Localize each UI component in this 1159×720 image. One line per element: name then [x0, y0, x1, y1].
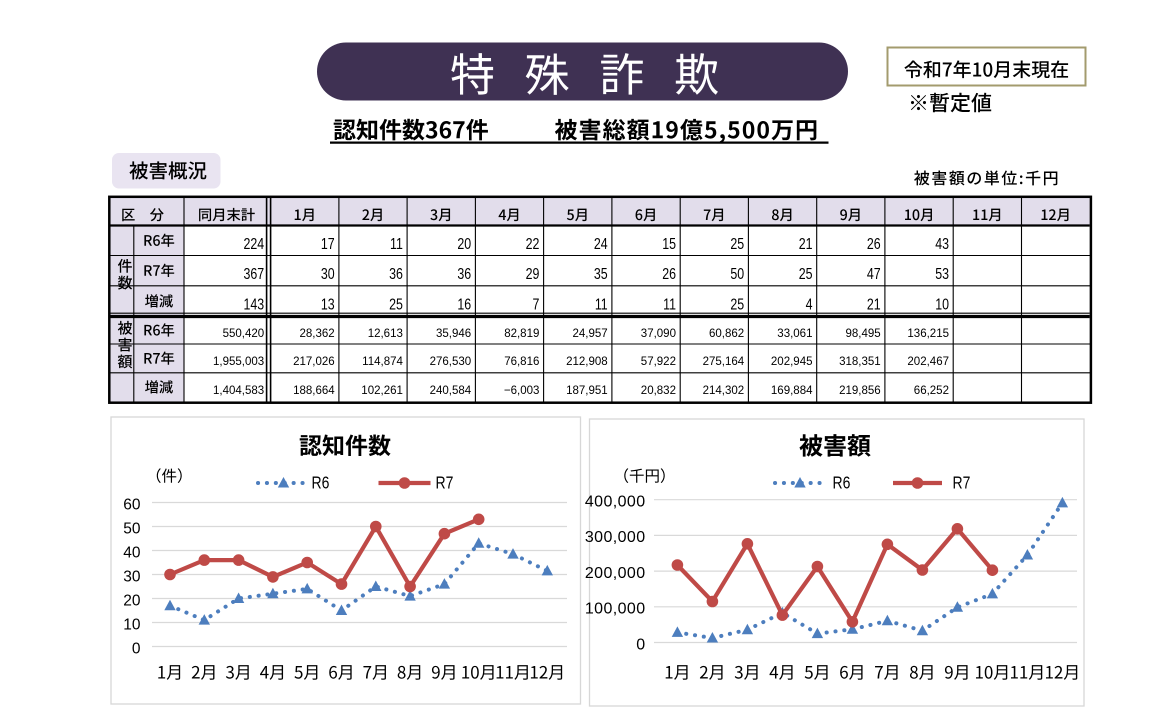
- svg-text:16: 16: [457, 295, 471, 313]
- svg-text:13: 13: [321, 295, 335, 313]
- svg-text:26: 26: [662, 265, 676, 283]
- svg-text:47: 47: [867, 265, 881, 283]
- svg-text:102,261: 102,261: [361, 384, 403, 397]
- svg-text:30: 30: [321, 265, 335, 283]
- svg-text:4: 4: [806, 295, 813, 313]
- svg-text:24: 24: [594, 235, 608, 253]
- svg-text:−6,003: −6,003: [504, 384, 540, 397]
- svg-text:20: 20: [123, 592, 141, 609]
- svg-text:36: 36: [457, 265, 471, 283]
- svg-text:202,945: 202,945: [771, 355, 813, 368]
- svg-text:20: 20: [457, 235, 471, 253]
- svg-text:82,819: 82,819: [504, 327, 539, 340]
- svg-text:35,946: 35,946: [436, 327, 472, 340]
- svg-text:53: 53: [935, 265, 949, 283]
- svg-text:26: 26: [867, 235, 881, 253]
- svg-text:17: 17: [321, 235, 335, 253]
- svg-text:R7: R7: [953, 474, 971, 493]
- svg-text:11: 11: [595, 295, 608, 313]
- svg-text:224: 224: [244, 235, 265, 253]
- svg-text:169,884: 169,884: [771, 384, 813, 397]
- svg-text:10: 10: [935, 295, 949, 313]
- svg-text:240,584: 240,584: [430, 384, 472, 397]
- svg-text:276,530: 276,530: [430, 355, 472, 368]
- svg-text:R6: R6: [833, 474, 851, 493]
- svg-text:0: 0: [132, 640, 141, 657]
- svg-text:200,000: 200,000: [585, 565, 646, 582]
- svg-text:R7: R7: [436, 474, 454, 493]
- svg-text:25: 25: [389, 295, 403, 313]
- svg-text:40: 40: [123, 544, 141, 561]
- svg-text:400,000: 400,000: [585, 494, 646, 511]
- svg-text:35: 35: [594, 265, 608, 283]
- svg-text:57,922: 57,922: [641, 355, 676, 368]
- svg-text:1,404,583: 1,404,583: [213, 384, 265, 397]
- svg-text:36: 36: [389, 265, 403, 283]
- svg-text:60,862: 60,862: [709, 327, 744, 340]
- svg-text:114,874: 114,874: [362, 355, 403, 368]
- svg-text:136,215: 136,215: [907, 327, 949, 340]
- svg-text:25: 25: [730, 295, 744, 313]
- svg-text:12,613: 12,613: [368, 327, 404, 340]
- svg-text:33,061: 33,061: [777, 327, 812, 340]
- svg-text:60: 60: [123, 496, 141, 513]
- svg-text:212,908: 212,908: [566, 355, 608, 368]
- svg-text:318,351: 318,351: [839, 355, 881, 368]
- svg-text:550,420: 550,420: [223, 327, 265, 340]
- svg-text:275,164: 275,164: [703, 355, 745, 368]
- svg-text:21: 21: [799, 235, 813, 253]
- svg-text:11: 11: [663, 295, 676, 313]
- svg-text:98,495: 98,495: [845, 327, 881, 340]
- svg-text:7: 7: [533, 295, 540, 313]
- svg-text:R6: R6: [312, 474, 330, 493]
- svg-text:10: 10: [123, 616, 141, 633]
- svg-text:214,302: 214,302: [703, 384, 745, 397]
- svg-text:15: 15: [662, 235, 676, 253]
- svg-text:21: 21: [867, 295, 881, 313]
- svg-text:30: 30: [123, 568, 141, 585]
- svg-text:202,467: 202,467: [907, 355, 949, 368]
- svg-text:76,816: 76,816: [504, 355, 540, 368]
- svg-text:25: 25: [730, 235, 744, 253]
- svg-text:24,957: 24,957: [572, 327, 607, 340]
- svg-text:1,955,003: 1,955,003: [213, 355, 265, 368]
- svg-text:28,362: 28,362: [299, 327, 334, 340]
- svg-text:37,090: 37,090: [641, 327, 677, 340]
- svg-text:50: 50: [123, 520, 141, 537]
- svg-text:300,000: 300,000: [585, 529, 646, 546]
- svg-text:66,252: 66,252: [914, 384, 949, 397]
- svg-text:22: 22: [526, 235, 540, 253]
- svg-text:100,000: 100,000: [585, 601, 646, 618]
- svg-text:43: 43: [935, 235, 949, 253]
- svg-text:20,832: 20,832: [641, 384, 676, 397]
- svg-text:187,951: 187,951: [566, 384, 608, 397]
- svg-text:217,026: 217,026: [293, 355, 335, 368]
- svg-text:143: 143: [244, 295, 265, 313]
- svg-text:219,856: 219,856: [839, 384, 881, 397]
- svg-text:0: 0: [636, 636, 645, 653]
- svg-text:367: 367: [244, 265, 265, 283]
- svg-text:188,664: 188,664: [293, 384, 335, 397]
- svg-text:25: 25: [799, 265, 813, 283]
- svg-text:50: 50: [730, 265, 744, 283]
- svg-text:11: 11: [390, 235, 403, 253]
- svg-text:29: 29: [526, 265, 540, 283]
